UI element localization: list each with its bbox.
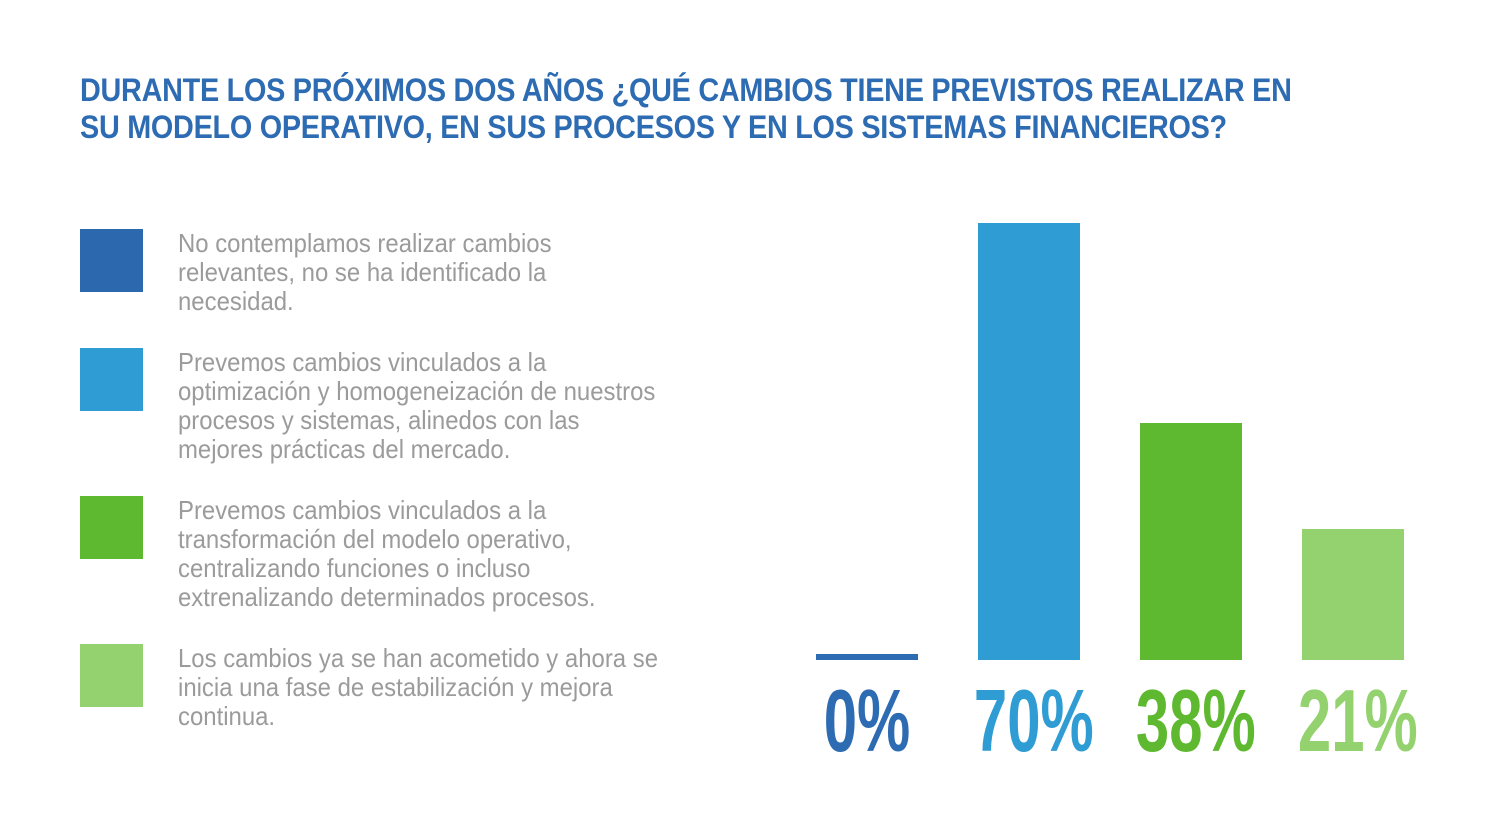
legend-item-0: No contemplamos realizar cambios relevan… xyxy=(80,229,760,316)
legend-color-swatch xyxy=(80,348,143,411)
bar-70% xyxy=(978,223,1080,660)
page-title: DURANTE LOS PRÓXIMOS DOS AÑOS ¿QUÉ CAMBI… xyxy=(80,72,1292,145)
bar-value-label: 0% xyxy=(823,671,911,770)
bar-value-label: 38% xyxy=(1135,671,1256,770)
legend-item-2: Prevemos cambios vinculados a la transfo… xyxy=(80,496,760,612)
legend-item-label: Prevemos cambios vinculados a la transfo… xyxy=(178,495,596,612)
bar-chart: 0% 70% 38% 21% xyxy=(816,0,1456,820)
bar-38% xyxy=(1140,423,1242,660)
legend-color-swatch xyxy=(80,644,143,707)
legend-item-1: Prevemos cambios vinculados a la optimiz… xyxy=(80,348,760,464)
bar-0% xyxy=(816,654,918,660)
legend-color-swatch xyxy=(80,496,143,559)
legend-item-label: No contemplamos realizar cambios relevan… xyxy=(178,228,552,316)
bar-21% xyxy=(1302,529,1404,660)
legend: No contemplamos realizar cambios relevan… xyxy=(80,229,760,731)
legend-item-3: Los cambios ya se han acometido y ahora … xyxy=(80,644,760,731)
legend-color-swatch xyxy=(80,229,143,292)
bar-value-label: 21% xyxy=(1297,671,1418,770)
legend-item-label: Los cambios ya se han acometido y ahora … xyxy=(178,643,659,731)
legend-item-label: Prevemos cambios vinculados a la optimiz… xyxy=(178,347,656,464)
bar-value-label: 70% xyxy=(973,671,1094,770)
